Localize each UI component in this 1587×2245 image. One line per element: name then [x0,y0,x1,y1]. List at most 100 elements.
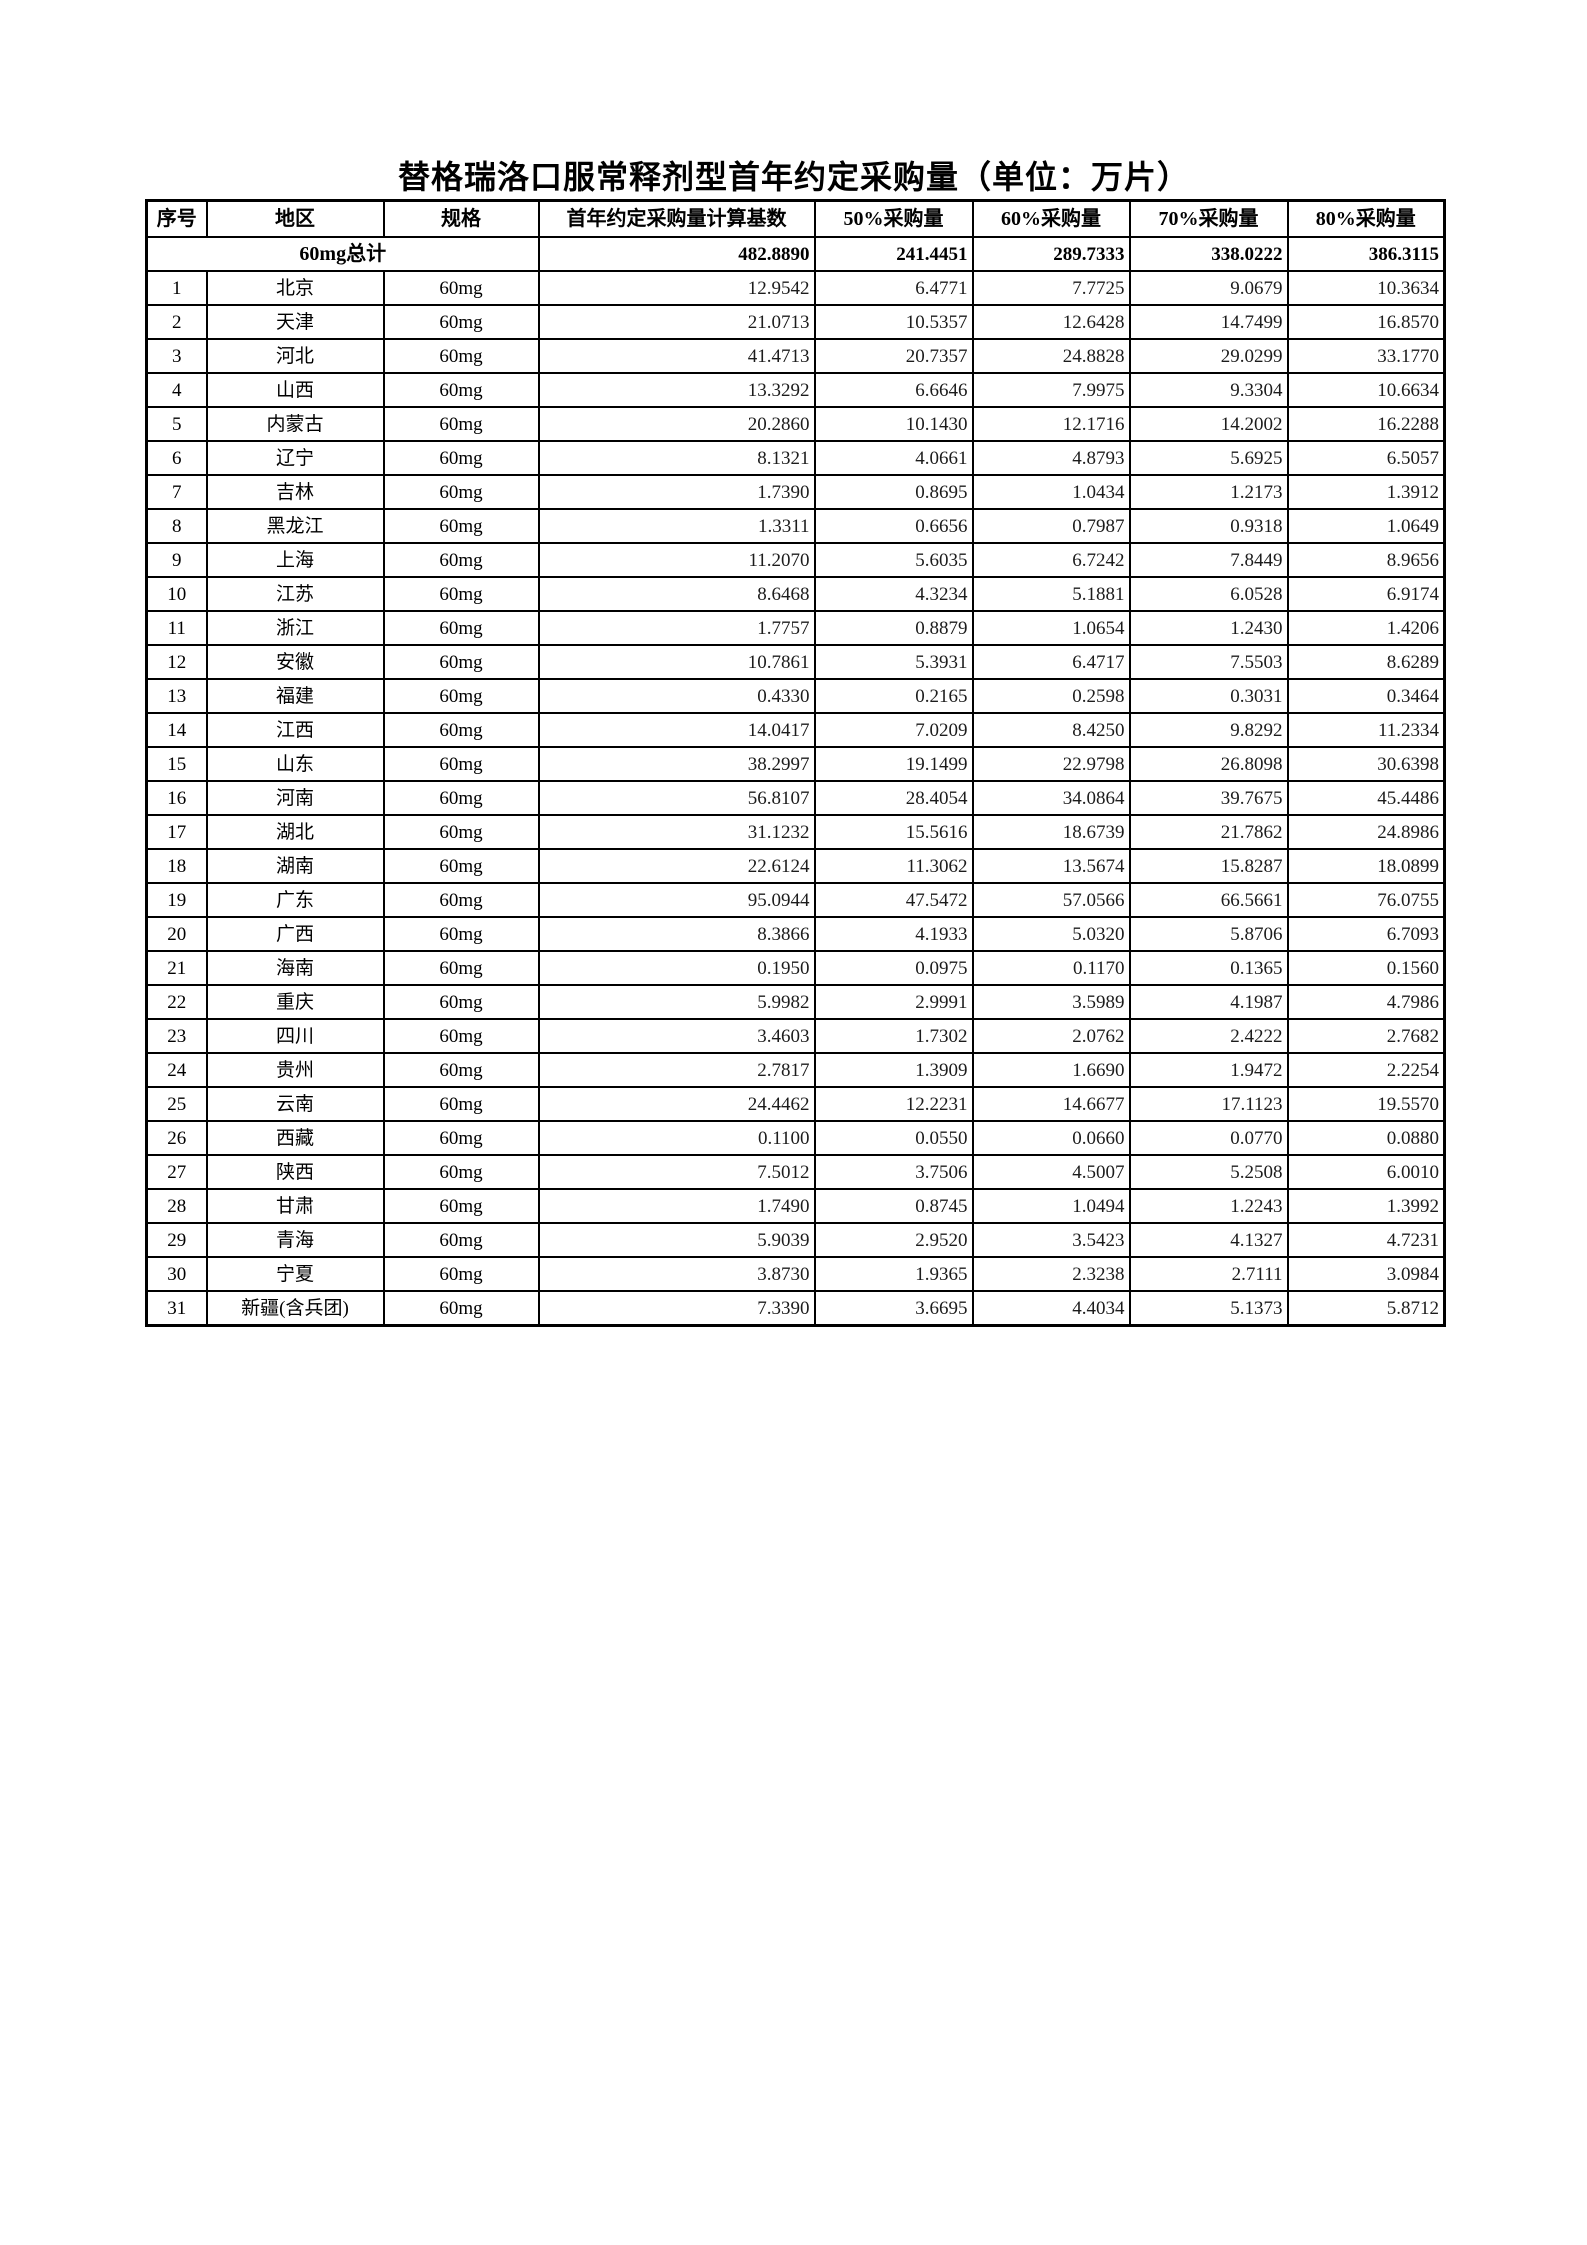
base-value-cell: 20.2860 [537,406,816,442]
base-value-cell: 21.0713 [537,304,816,340]
region-cell: 海南 [205,950,385,986]
row-number-cell: 13 [145,678,208,714]
pct70-value-cell: 21.7862 [1128,814,1289,850]
base-value-cell: 41.4713 [537,338,816,374]
row-number-cell: 19 [145,882,208,918]
pct60-value-cell: 3.5989 [971,984,1131,1020]
region-cell: 贵州 [205,1052,385,1088]
table-row: 27 陕西 60mg 7.5012 3.7506 4.5007 5.2508 6.0010 [145,1154,1446,1190]
base-value-cell: 1.3311 [537,508,816,544]
table-row: 11 浙江 60mg 1.7757 0.8879 1.0654 1.2430 1.4206 [145,610,1446,646]
summary-50pct-value: 241.4451 [813,236,974,272]
pct50-value-cell: 4.3234 [813,576,974,612]
pct60-value-cell: 5.1881 [971,576,1131,612]
table-row: 9 上海 60mg 11.2070 5.6035 6.7242 7.8449 8.9656 [145,542,1446,578]
pct60-value-cell: 1.0434 [971,474,1131,510]
row-number-cell: 1 [145,270,208,306]
row-number-cell: 6 [145,440,208,476]
base-value-cell: 0.1950 [537,950,816,986]
pct80-value-cell: 1.3992 [1286,1188,1446,1224]
spec-cell: 60mg [382,1188,540,1224]
pct50-value-cell: 47.5472 [813,882,974,918]
pct60-value-cell: 0.1170 [971,950,1131,986]
row-number-cell: 30 [145,1256,208,1292]
base-value-cell: 7.5012 [537,1154,816,1190]
pct60-value-cell: 0.0660 [971,1120,1131,1156]
table-row: 31 新疆(含兵团) 60mg 7.3390 3.6695 4.4034 5.1373 5.8… [145,1290,1446,1327]
row-number-cell: 11 [145,610,208,646]
region-cell: 北京 [205,270,385,306]
summary-label: 60mg总计 [145,236,540,272]
pct80-value-cell: 0.3464 [1286,678,1446,714]
spec-cell: 60mg [382,372,540,408]
pct50-value-cell: 3.7506 [813,1154,974,1190]
pct50-value-cell: 4.1933 [813,916,974,952]
pct80-value-cell: 8.6289 [1286,644,1446,680]
spec-cell: 60mg [382,474,540,510]
spec-cell: 60mg [382,1256,540,1292]
row-number-cell: 18 [145,848,208,884]
pct50-value-cell: 5.3931 [813,644,974,680]
pct80-value-cell: 6.7093 [1286,916,1446,952]
table-row: 13 福建 60mg 0.4330 0.2165 0.2598 0.3031 0.3464 [145,678,1446,714]
region-cell: 安徽 [205,644,385,680]
spec-cell: 60mg [382,644,540,680]
pct60-value-cell: 0.2598 [971,678,1131,714]
spec-cell: 60mg [382,1086,540,1122]
procurement-table: 序号 地区 规格 首年约定采购量计算基数 50%采购量 60%采购量 70%采购… [145,199,1446,1327]
row-number-cell: 31 [145,1290,208,1327]
pct80-value-cell: 6.5057 [1286,440,1446,476]
row-number-cell: 20 [145,916,208,952]
spec-cell: 60mg [382,984,540,1020]
row-number-cell: 12 [145,644,208,680]
row-number-cell: 10 [145,576,208,612]
pct60-value-cell: 12.1716 [971,406,1131,442]
pct60-value-cell: 2.0762 [971,1018,1131,1054]
pct80-value-cell: 45.4486 [1286,780,1446,816]
pct50-value-cell: 2.9991 [813,984,974,1020]
pct60-value-cell: 24.8828 [971,338,1131,374]
spec-cell: 60mg [382,780,540,816]
pct60-value-cell: 2.3238 [971,1256,1131,1292]
region-cell: 内蒙古 [205,406,385,442]
region-cell: 广东 [205,882,385,918]
page-title: 替格瑞洛口服常释剂型首年约定采购量（单位：万片） [397,159,1190,195]
table-row: 30 宁夏 60mg 3.8730 1.9365 2.3238 2.7111 3.0984 [145,1256,1446,1292]
region-cell: 新疆(含兵团) [205,1290,385,1327]
base-value-cell: 10.7861 [537,644,816,680]
pct70-value-cell: 1.9472 [1128,1052,1289,1088]
pct50-value-cell: 6.6646 [813,372,974,408]
pct80-value-cell: 24.8986 [1286,814,1446,850]
base-value-cell: 22.6124 [537,848,816,884]
spec-cell: 60mg [382,916,540,952]
row-number-cell: 16 [145,780,208,816]
spec-cell: 60mg [382,1222,540,1258]
pct50-value-cell: 4.0661 [813,440,974,476]
header-row: 序号 地区 规格 首年约定采购量计算基数 50%采购量 60%采购量 70%采购… [145,199,1446,238]
pct60-value-cell: 12.6428 [971,304,1131,340]
pct70-value-cell: 2.4222 [1128,1018,1289,1054]
pct70-value-cell: 1.2243 [1128,1188,1289,1224]
table-row: 2 天津 60mg 21.0713 10.5357 12.6428 14.7499 16.85… [145,304,1446,340]
base-value-cell: 24.4462 [537,1086,816,1122]
pct60-value-cell: 4.8793 [971,440,1131,476]
table-row: 22 重庆 60mg 5.9982 2.9991 3.5989 4.1987 4.7986 [145,984,1446,1020]
pct60-value-cell: 4.5007 [971,1154,1131,1190]
table-row: 18 湖南 60mg 22.6124 11.3062 13.5674 15.8287 18.0… [145,848,1446,884]
region-cell: 重庆 [205,984,385,1020]
row-number-cell: 21 [145,950,208,986]
pct70-value-cell: 5.6925 [1128,440,1289,476]
spec-cell: 60mg [382,1290,540,1327]
base-value-cell: 7.3390 [537,1290,816,1327]
summary-80pct-value: 386.3115 [1286,236,1446,272]
pct70-value-cell: 9.8292 [1128,712,1289,748]
spec-cell: 60mg [382,882,540,918]
table-row: 12 安徽 60mg 10.7861 5.3931 6.4717 7.5503 8.6289 [145,644,1446,680]
region-cell: 天津 [205,304,385,340]
pct60-value-cell: 13.5674 [971,848,1131,884]
col-header-70pct: 70%采购量 [1128,199,1289,238]
spec-cell: 60mg [382,338,540,374]
pct80-value-cell: 2.2254 [1286,1052,1446,1088]
pct50-value-cell: 5.6035 [813,542,974,578]
pct50-value-cell: 11.3062 [813,848,974,884]
